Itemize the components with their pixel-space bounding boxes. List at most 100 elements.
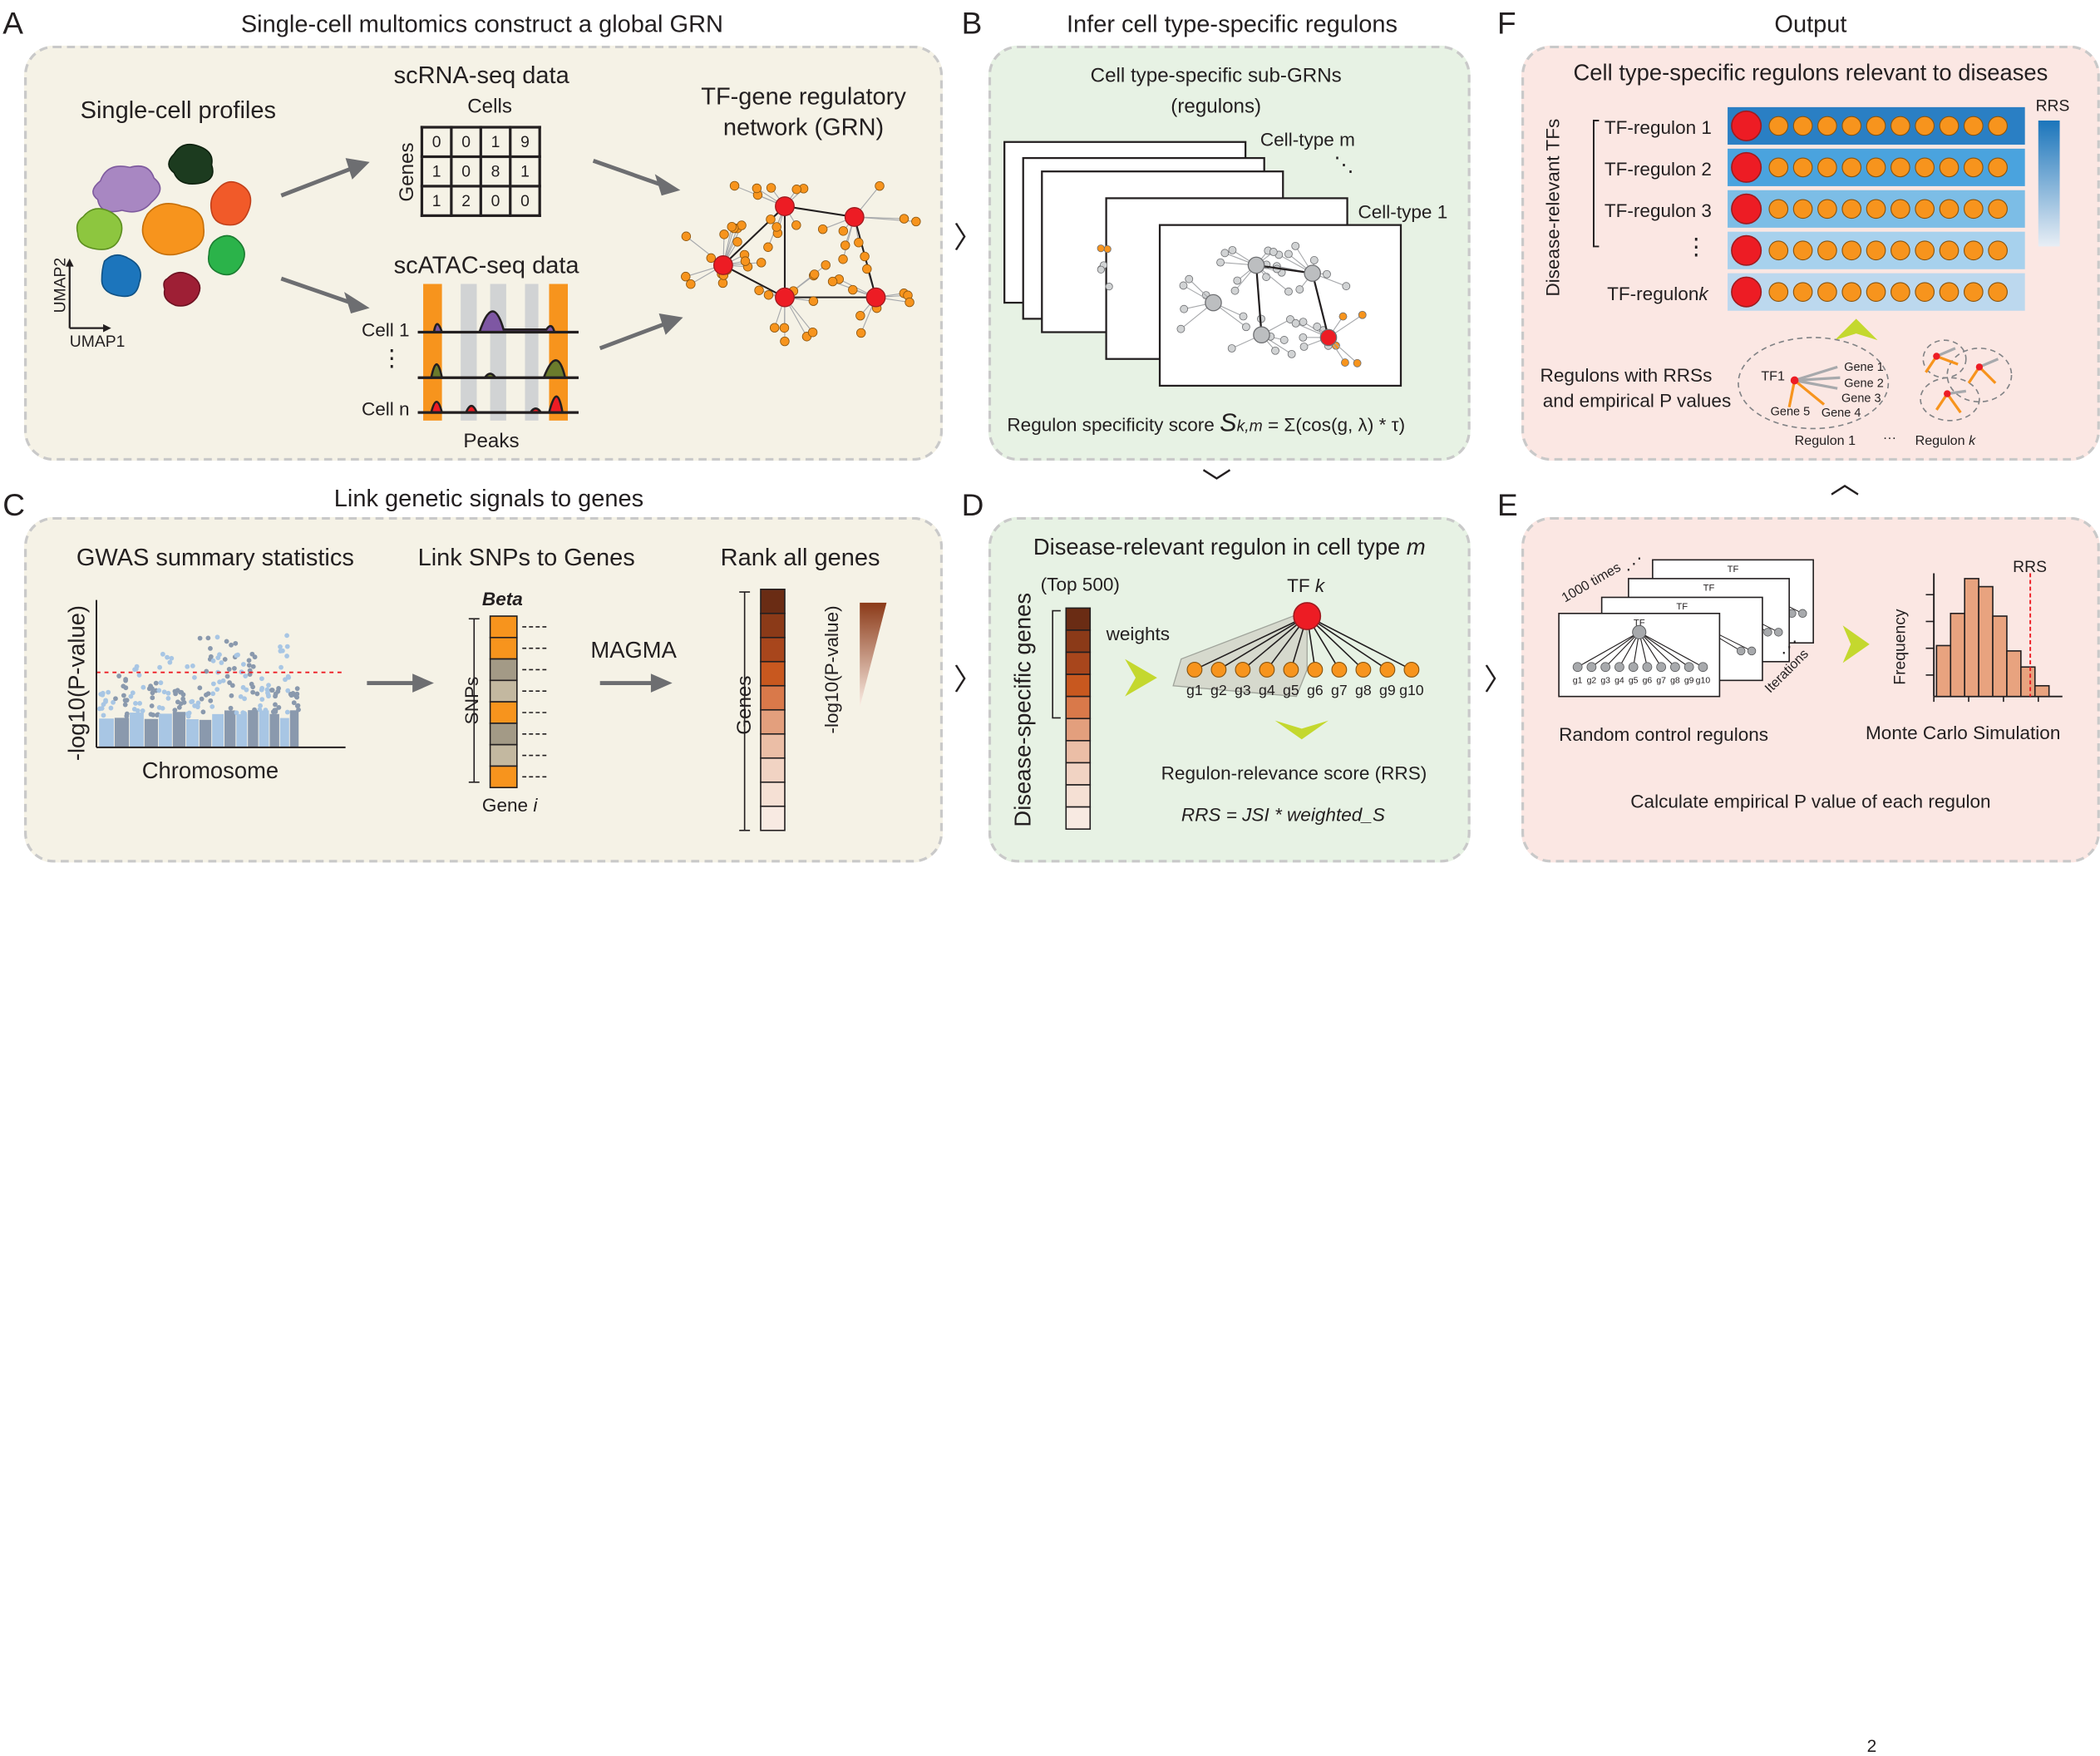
- row-gene-node: [1769, 116, 1788, 136]
- subgrn-peek-node: [1097, 266, 1104, 273]
- snp-point: [116, 673, 121, 678]
- snp-point: [264, 708, 269, 713]
- cluster-darkgreen: [169, 145, 213, 184]
- row-gene-node: [1842, 241, 1861, 260]
- subgrn-sheet: [1160, 225, 1401, 386]
- grn-gene-node: [839, 227, 848, 236]
- matrix-cell: 0: [451, 156, 481, 185]
- chevron-up-icon: 〉: [1822, 467, 1866, 496]
- gene5-label: Gene 5: [1771, 404, 1811, 417]
- grn-gene-node: [687, 279, 696, 289]
- snp-point: [197, 685, 202, 690]
- snp-point: [134, 667, 139, 672]
- snp-point: [196, 700, 201, 705]
- snp-point: [125, 712, 130, 717]
- snp-point: [233, 641, 238, 646]
- snp-point: [241, 662, 246, 667]
- regulon-ellipsis: ···: [1883, 432, 1896, 446]
- disease-tfs-label: Disease-relevant TFs: [1542, 119, 1564, 297]
- row-gene-node: [1964, 158, 1984, 177]
- snp-point: [137, 701, 142, 706]
- snp-point: [192, 675, 197, 680]
- magma-label: MAGMA: [590, 638, 676, 664]
- subgrn-node: [1229, 246, 1236, 254]
- row-gene-node: [1818, 116, 1837, 136]
- row-gene-node: [1891, 283, 1910, 302]
- grn-gene-node: [752, 184, 762, 193]
- gwas-title: GWAS summary statistics: [76, 544, 354, 572]
- subgrn-node: [1263, 274, 1270, 281]
- grn-tf-node: [776, 288, 795, 307]
- grn-hub-edge: [785, 206, 855, 217]
- subgrn-hub: [1304, 265, 1320, 281]
- grn-gene-node: [809, 297, 818, 306]
- cluster-purple: [93, 166, 160, 212]
- subgrn-node: [1240, 313, 1247, 320]
- disease-gene-cell: [1066, 697, 1090, 719]
- row-gene-node: [1793, 116, 1812, 136]
- snp-point: [247, 663, 252, 668]
- snp-point: [167, 660, 172, 665]
- subgrn-node: [1284, 288, 1292, 295]
- cluster-lightgreen: [77, 209, 122, 249]
- row-gene-node: [1940, 158, 1959, 177]
- snp-point: [201, 709, 206, 714]
- snp-point: [278, 644, 283, 649]
- regulon-gene-label: g2: [1210, 682, 1227, 698]
- random-gene-node: [1601, 663, 1610, 672]
- snp-point: [150, 690, 155, 695]
- snp-point: [229, 706, 234, 711]
- row-gene-node: [1940, 241, 1959, 260]
- row-gene-node: [1793, 200, 1812, 219]
- grn-gene-node: [757, 259, 766, 268]
- cells-dots: ⋮: [380, 346, 402, 372]
- grn-gene-node: [856, 328, 865, 338]
- snp-point: [229, 693, 234, 698]
- rank-cell: [761, 782, 785, 806]
- disease-gene-cell: [1066, 741, 1090, 763]
- grn-gene-node: [720, 230, 729, 239]
- subgrn-node: [1323, 270, 1330, 278]
- chromosome-block: [173, 712, 185, 747]
- grn-gene-node: [860, 252, 870, 261]
- regulon-gene-node: [1404, 663, 1419, 678]
- row-gene-node: [1818, 158, 1837, 177]
- rrs-formula: RRS = JSI * weighted_S: [1181, 804, 1385, 826]
- genes-label: Genes: [396, 142, 418, 201]
- matrix-cell: 8: [481, 156, 510, 185]
- snp-point: [121, 693, 126, 698]
- subgrn-node: [1358, 311, 1366, 318]
- disease-gene-cell: [1066, 653, 1090, 675]
- snp-point: [283, 677, 288, 682]
- snp-point: [223, 657, 228, 662]
- mini-tf-node: [1933, 353, 1940, 359]
- subgrn-hub: [1205, 294, 1221, 310]
- row-gene-node: [1793, 158, 1812, 177]
- chromosome-block: [259, 710, 269, 747]
- gene3-label: Gene 3: [1841, 391, 1881, 404]
- top500-label: (Top 500): [1041, 573, 1120, 594]
- panel-f-subtitle: Cell type-specific regulons relevant to …: [1526, 60, 2094, 86]
- chromosome-block: [248, 710, 258, 747]
- row-tf-node: [1732, 236, 1761, 265]
- umap2-label: UMAP2: [51, 258, 70, 313]
- hist-bar: [1964, 579, 1979, 697]
- random-gene-label: g1: [1573, 677, 1583, 686]
- rank-cell: [761, 686, 785, 710]
- random-gene-node: [1684, 663, 1693, 672]
- snp-point: [205, 635, 210, 640]
- snp-point: [211, 658, 216, 663]
- row-gene-node: [1842, 283, 1861, 302]
- snp-point: [155, 713, 160, 718]
- rank-cell: [761, 662, 785, 686]
- row-gene-node: [1915, 241, 1935, 260]
- row-gene-node: [1818, 200, 1837, 219]
- random-label: Random control regulons: [1559, 723, 1768, 745]
- regulon-gene-label: g1: [1186, 682, 1203, 698]
- snp-point: [147, 686, 152, 691]
- random-tf-label: TF: [1703, 583, 1715, 593]
- panel-a-title: Single-cell multomics construct a global…: [27, 11, 937, 39]
- peaks-label: Peaks: [463, 430, 519, 452]
- iterations-dots: ⋰: [1781, 638, 1797, 657]
